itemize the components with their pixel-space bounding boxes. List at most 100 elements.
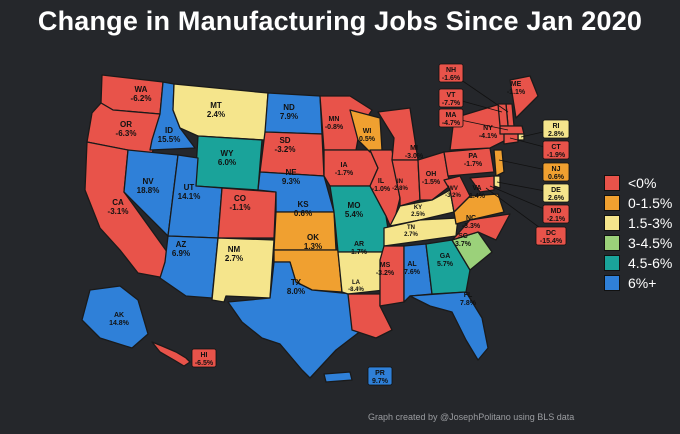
- legend-item: 6%+: [604, 273, 672, 293]
- state-abbr: PA: [468, 153, 477, 160]
- state-abbr: MI: [410, 145, 418, 152]
- legend-item: 4.5-6%: [604, 253, 672, 273]
- label-la: LA-8.4%: [348, 280, 364, 293]
- state-abbr: NH: [446, 67, 456, 74]
- state-value: -0.8%: [325, 124, 344, 131]
- state-abbr: OH: [426, 171, 437, 178]
- state-value: 14.8%: [109, 320, 130, 327]
- state-value: 2.6%: [548, 195, 565, 202]
- label-co: CO-1.1%: [230, 194, 251, 212]
- state-value: -2.8%: [392, 186, 408, 192]
- state-abbr: MD: [551, 208, 562, 215]
- state-abbr: RI: [553, 123, 560, 130]
- state-value: 15.5%: [158, 135, 181, 144]
- state-value: -3.2%: [445, 193, 461, 199]
- label-hi: HI-6.5%: [195, 352, 214, 367]
- label-nh: NH-1.6%: [442, 67, 461, 82]
- label-il: IL-1.0%: [372, 178, 391, 193]
- legend-swatch: [604, 195, 620, 211]
- label-ct: CT-1.9%: [547, 144, 566, 159]
- state-az: [159, 235, 219, 299]
- state-abbr: MS: [380, 262, 391, 269]
- state-value: -3.1%: [108, 207, 129, 216]
- legend-label: 6%+: [628, 275, 657, 291]
- legend-item: 3-4.5%: [604, 233, 672, 253]
- label-ca: CA-3.1%: [108, 198, 129, 216]
- state-abbr: CT: [551, 144, 561, 151]
- state-value: -6.3%: [116, 129, 137, 138]
- state-abbr: CA: [112, 198, 124, 207]
- state-value: -1.5%: [422, 179, 441, 186]
- label-mo: MO5.4%: [345, 201, 363, 219]
- state-abbr: ND: [283, 103, 295, 112]
- label-in: IN-2.8%: [392, 179, 408, 192]
- state-ar: [337, 251, 385, 295]
- state-abbr: NE: [285, 168, 297, 177]
- state-abbr: NY: [483, 125, 493, 132]
- state-value: -1.1%: [230, 203, 251, 212]
- state-value: -1.0%: [372, 186, 391, 193]
- label-box-nj: [542, 162, 570, 182]
- label-box-hi: [191, 348, 217, 368]
- state-abbr: MN: [329, 116, 340, 123]
- label-wy: WY6.0%: [218, 149, 236, 167]
- label-nj: NJ0.6%: [548, 166, 565, 181]
- label-wi: WI0.5%: [359, 128, 376, 143]
- state-value: 2.4%: [207, 110, 225, 119]
- legend-item: <0%: [604, 173, 672, 193]
- label-box-nh: [438, 63, 464, 83]
- state-ia: [323, 149, 379, 187]
- state-value: -15.4%: [540, 238, 563, 245]
- state-me: [509, 75, 539, 119]
- state-value: -7.7%: [442, 100, 461, 107]
- state-abbr: OR: [120, 120, 132, 129]
- state-hi: [151, 341, 191, 367]
- label-nc: NC-3.3%: [462, 215, 481, 230]
- state-oh: [417, 151, 451, 201]
- state-abbr: WA: [135, 85, 148, 94]
- label-tx: TX8.0%: [287, 278, 305, 296]
- state-value: 6.0%: [218, 158, 236, 167]
- legend-swatch: [604, 215, 620, 231]
- state-abbr: HI: [201, 352, 208, 359]
- state-abbr: DE: [551, 187, 561, 194]
- state-abbr: CO: [234, 194, 246, 203]
- legend-item: 1.5-3%: [604, 213, 672, 233]
- label-ia: IA-1.7%: [335, 162, 354, 177]
- state-tx: [227, 261, 363, 379]
- label-fl: FL7.8%: [460, 292, 477, 307]
- label-ny: NY-4.1%: [479, 125, 498, 140]
- legend-label: 3-4.5%: [628, 235, 673, 251]
- state-value: 3.7%: [455, 241, 472, 248]
- state-value: 7.8%: [460, 300, 477, 307]
- state-value: 1.7%: [351, 249, 368, 256]
- label-sd: SD-3.2%: [275, 136, 296, 154]
- state-value: 0.6%: [548, 174, 565, 181]
- state-abbr: MA: [446, 112, 457, 119]
- label-sc: SC3.7%: [455, 233, 472, 248]
- state-value: -3.2%: [376, 270, 395, 277]
- state-value: -6.5%: [195, 360, 214, 367]
- label-ks: KS0.6%: [294, 200, 312, 218]
- state-nj: [493, 149, 505, 177]
- state-abbr: PR: [375, 370, 385, 377]
- legend-swatch: [604, 255, 620, 271]
- label-box-pr: [367, 366, 393, 386]
- credit-text: Graph created by @JosephPolitano using B…: [368, 412, 575, 422]
- state-value: 9.3%: [282, 177, 300, 186]
- state-abbr: AL: [407, 261, 417, 268]
- label-box-de: [542, 183, 570, 203]
- state-abbr: TN: [407, 225, 415, 231]
- state-value: 18.8%: [137, 186, 160, 195]
- state-abbr: UT: [184, 183, 195, 192]
- state-abbr: AK: [114, 312, 124, 319]
- state-abbr: MT: [210, 101, 222, 110]
- state-value: -3.3%: [462, 223, 481, 230]
- legend: <0% 0-1.5% 1.5-3% 3-4.5% 4.5-6% 6%+: [604, 173, 672, 293]
- state-value: -4.7%: [442, 120, 461, 127]
- label-or: OR-6.3%: [116, 120, 137, 138]
- state-ak: [81, 285, 149, 349]
- state-value: -2.1%: [547, 216, 566, 223]
